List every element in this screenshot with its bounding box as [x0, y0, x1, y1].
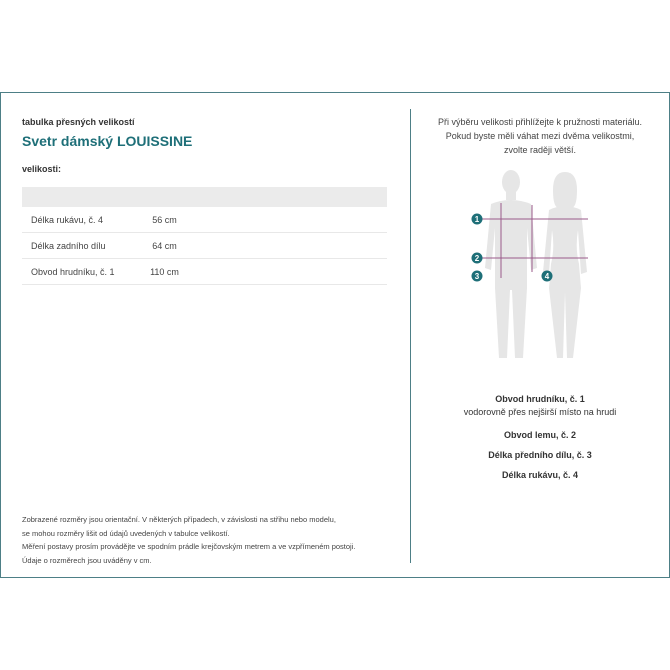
- row-value: 64 cm: [152, 241, 177, 251]
- marker-label: 1: [475, 215, 480, 224]
- notes: Zobrazené rozměry jsou orientační. V něk…: [22, 513, 355, 567]
- note-line: Měření postavy prosím provádějte ve spod…: [22, 542, 356, 551]
- legend-title: Délka předního dílu, č. 3: [488, 450, 592, 460]
- hint-line: zvolte raději větší.: [503, 145, 577, 155]
- marker-2-icon: [471, 252, 483, 264]
- legend-item: Obvod hrudníku, č. 1 vodorovně přes nejš…: [411, 394, 669, 420]
- product-title: Svetr dámský LOUISSINE: [22, 133, 193, 149]
- row-label: Délka rukávu, č. 4: [31, 215, 104, 225]
- marker-1-icon: [471, 213, 483, 225]
- legend-item: Délka rukávu, č. 4: [411, 470, 669, 480]
- marker-label: 4: [545, 272, 550, 281]
- divider: [410, 109, 411, 563]
- legend-title: Obvod hrudníku, č. 1: [495, 394, 585, 404]
- legend-title: Obvod lemu, č. 2: [503, 430, 577, 440]
- table-row: Délka zadního dílu 64 cm: [22, 233, 387, 259]
- row-value: 110 cm: [150, 267, 179, 277]
- marker-4-icon: [541, 270, 553, 282]
- legend-item: Délka předního dílu, č. 3: [411, 450, 669, 460]
- marker-label: 2: [475, 254, 480, 263]
- table-row: Obvod hrudníku, č. 1 110 cm: [22, 259, 387, 285]
- legend-title: Délka rukávu, č. 4: [501, 470, 579, 480]
- row-value: 56 cm: [152, 215, 177, 225]
- size-chart-panel: tabulka přesných velikostí Svetr dámský …: [0, 92, 670, 578]
- table-header: [22, 187, 387, 207]
- hint-text: Při výběru velikosti přihlížejte k pružn…: [411, 115, 669, 157]
- note-line: se mohou rozměry lišit od údajů uvedenýc…: [22, 528, 230, 538]
- hint-line: Při výběru velikosti přihlížejte k pružn…: [437, 117, 643, 127]
- note-line: Zobrazené rozměry jsou orientační. V něk…: [22, 515, 336, 524]
- subtitle: tabulka přesných velikostí: [22, 117, 135, 127]
- row-label: Obvod hrudníku, č. 1: [31, 267, 115, 277]
- legend-item: Obvod lemu, č. 2: [411, 430, 669, 440]
- table-row: Délka rukávu, č. 4 56 cm: [22, 207, 387, 233]
- marker-label: 3: [475, 272, 480, 281]
- sizes-label: velikosti:: [22, 164, 62, 174]
- note-line: Údaje o rozměrech jsou uváděny v cm.: [22, 555, 152, 565]
- row-label: Délka zadního dílu: [31, 241, 106, 251]
- body-silhouettes-illustration: 1 2 3 4: [471, 170, 588, 358]
- legend-desc: vodorovně přes nejširší místo na hrudi: [463, 407, 617, 417]
- hint-line: Pokud byste měli váhat mezi dvěma veliko…: [445, 131, 635, 141]
- marker-3-icon: [471, 270, 483, 282]
